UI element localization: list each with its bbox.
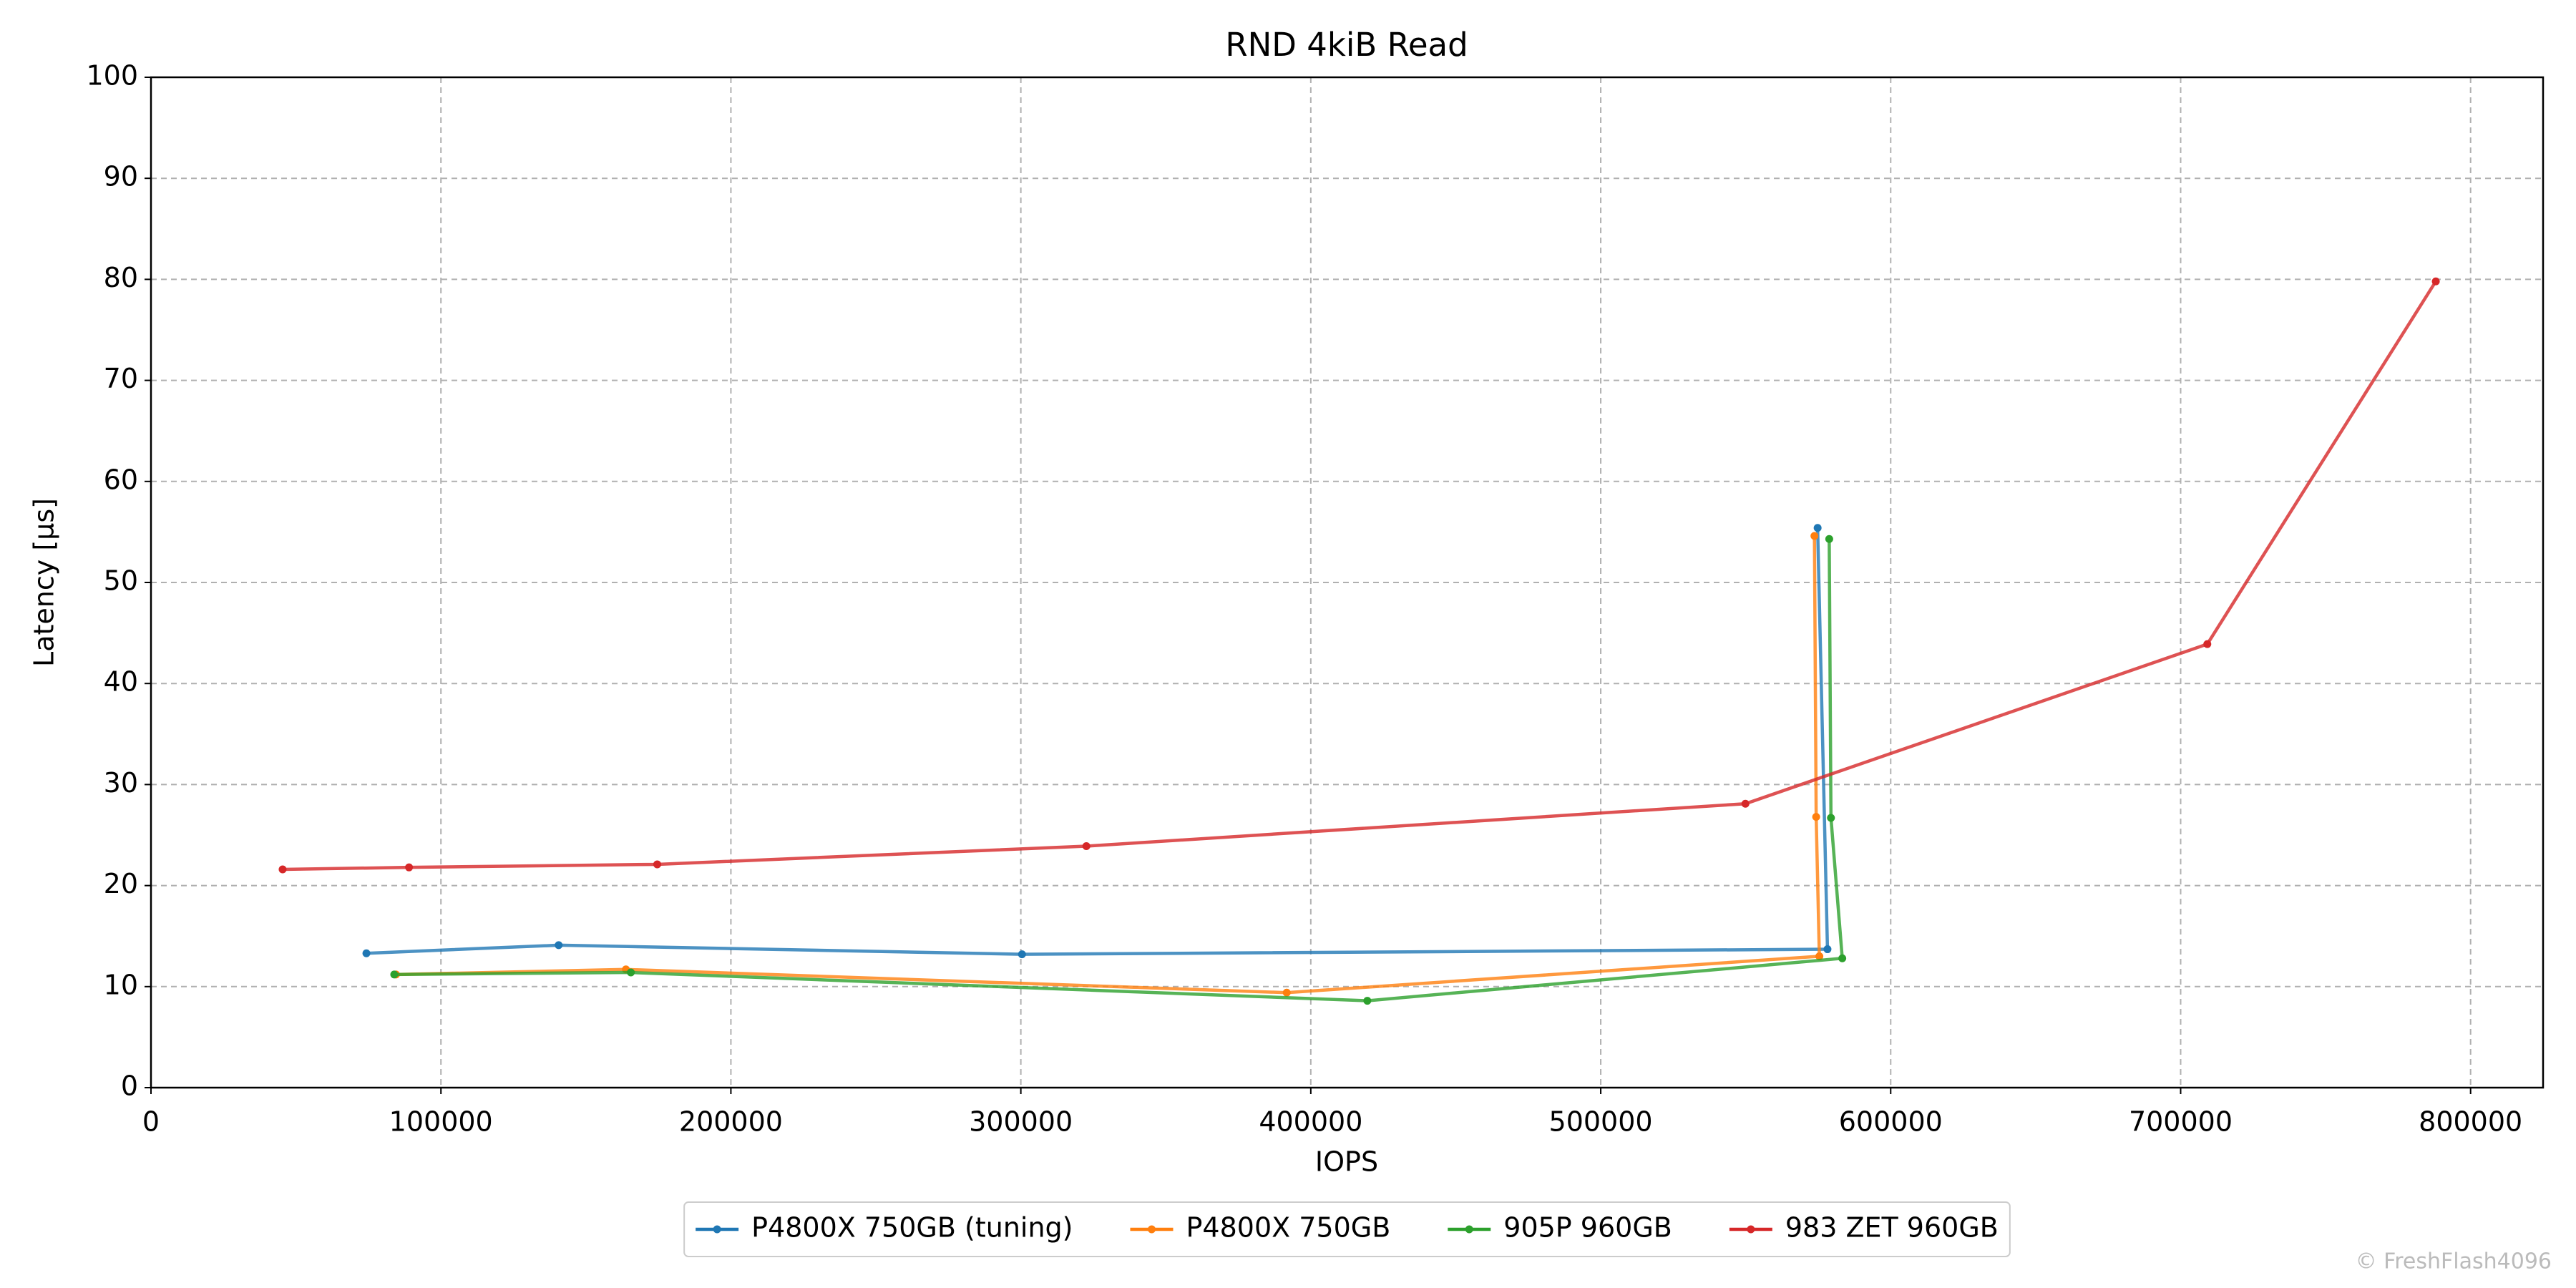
x-tick-label: 600000: [1839, 1106, 1943, 1138]
legend-label: 905P 960GB: [1503, 1212, 1672, 1244]
data-point: [390, 970, 399, 979]
legend: P4800X 750GB (tuning) P4800X 750GB 905P 96…: [683, 1201, 2011, 1257]
legend-item: 905P 960GB: [1448, 1212, 1672, 1244]
data-point: [1082, 842, 1091, 851]
y-tick-label: 0: [121, 1070, 138, 1102]
data-point: [1282, 988, 1291, 997]
plot-frame: [150, 76, 2545, 1089]
legend-marker: [1147, 1225, 1156, 1234]
data-point: [278, 865, 287, 874]
x-tick-label: 500000: [1549, 1106, 1653, 1138]
series-line: [396, 536, 1821, 995]
data-point: [627, 968, 635, 977]
data-point: [1018, 950, 1026, 959]
data-point: [1838, 954, 1847, 962]
y-axis-label: Latency [µs]: [29, 498, 60, 667]
legend-frame: [683, 1201, 2011, 1257]
x-tick-label: 800000: [2419, 1106, 2522, 1138]
data-point: [1741, 799, 1750, 808]
y-tick-label: 70: [104, 363, 138, 394]
data-point: [362, 949, 371, 957]
x-tick-label: 700000: [2129, 1106, 2233, 1138]
y-tick-label: 80: [104, 262, 138, 293]
legend-item: P4800X 750GB: [1130, 1212, 1390, 1244]
x-axis-label: IOPS: [1315, 1146, 1378, 1178]
x-tick-label: 300000: [969, 1106, 1073, 1138]
y-tick-label: 90: [104, 161, 138, 192]
y-tick-label: 30: [104, 767, 138, 799]
legend-item: P4800X 750GB (tuning): [696, 1212, 1073, 1244]
x-tick-label: 400000: [1259, 1106, 1362, 1138]
data-point: [1810, 532, 1819, 540]
data-point: [1813, 524, 1822, 532]
series-line: [394, 539, 1845, 1002]
x-tick-label: 200000: [679, 1106, 783, 1138]
y-tick-label: 10: [104, 969, 138, 1000]
data-point: [1823, 945, 1832, 954]
legend-marker: [713, 1225, 721, 1234]
legend-label: P4800X 750GB: [1186, 1212, 1390, 1244]
y-tick-label: 40: [104, 666, 138, 698]
x-tick-label: 100000: [389, 1106, 493, 1138]
legend-label: 983 ZET 960GB: [1785, 1212, 1999, 1244]
series-line: [282, 280, 2437, 872]
y-tick-label: 50: [104, 565, 138, 597]
chart-title: RND 4kiB Read: [1225, 26, 1468, 64]
y-tick-label: 20: [104, 868, 138, 899]
y-tick-label: 60: [104, 464, 138, 495]
legend-marker: [1465, 1225, 1473, 1234]
watermark: © FreshFlash4096: [2356, 1249, 2552, 1274]
series-line: [366, 527, 1830, 956]
data-point: [1363, 997, 1372, 1005]
data-point: [1825, 535, 1833, 543]
data-point: [555, 941, 563, 950]
legend-marker: [1747, 1225, 1755, 1234]
data-point: [653, 860, 662, 869]
legend-label: P4800X 750GB (tuning): [751, 1212, 1073, 1244]
legend-item: 983 ZET 960GB: [1729, 1212, 1999, 1244]
data-point: [2431, 277, 2440, 286]
data-point: [1827, 814, 1835, 822]
x-tick-label: 0: [142, 1106, 160, 1138]
data-point: [2203, 640, 2212, 648]
data-point: [1815, 952, 1824, 960]
data-point: [405, 863, 414, 872]
data-point: [1812, 813, 1820, 821]
y-tick-label: 100: [86, 60, 138, 92]
